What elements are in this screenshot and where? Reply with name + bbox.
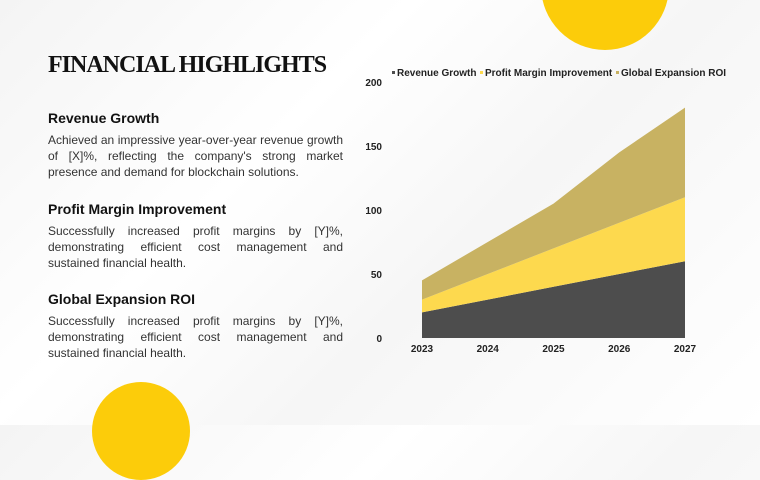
section-revenue-growth: Revenue Growth Achieved an impressive ye… xyxy=(48,110,343,180)
section-profit-margin: Profit Margin Improvement Successfully i… xyxy=(48,201,343,271)
area-series-3 xyxy=(422,107,685,300)
x-tick-label: 2025 xyxy=(542,344,565,355)
legend-label: Profit Margin Improvement xyxy=(485,68,613,79)
y-tick-label: 150 xyxy=(365,142,382,153)
x-tick-label: 2026 xyxy=(608,344,631,355)
y-tick-label: 50 xyxy=(371,270,383,281)
section-global-expansion: Global Expansion ROI Successfully increa… xyxy=(48,291,343,361)
section-heading: Global Expansion ROI xyxy=(48,291,196,307)
section-heading: Revenue Growth xyxy=(48,110,160,126)
section-body: Achieved an impressive year-over-year re… xyxy=(48,133,343,179)
area-series-2 xyxy=(422,197,685,313)
stacked-area-chart: 0 50 100 150 200 2023 2024 2025 2026 2027 Revenue … xyxy=(365,68,726,355)
legend-marker xyxy=(616,71,619,74)
y-tick-label: 100 xyxy=(365,206,382,217)
y-tick-label: 200 xyxy=(365,78,382,89)
legend-marker xyxy=(480,71,483,74)
y-tick-label: 0 xyxy=(376,334,382,345)
x-tick-label: 2024 xyxy=(477,344,500,355)
area-series-1 xyxy=(422,261,685,338)
legend-label: Global Expansion ROI xyxy=(621,68,726,79)
section-body: Successfully increased profit margins by… xyxy=(48,314,343,360)
x-tick-label: 2023 xyxy=(411,344,434,355)
section-body: Successfully increased profit margins by… xyxy=(48,224,343,270)
legend-marker xyxy=(392,71,395,74)
legend-label: Revenue Growth xyxy=(397,68,476,79)
x-tick-label: 2027 xyxy=(674,344,697,355)
section-heading: Profit Margin Improvement xyxy=(48,201,227,217)
page-title: FINANCIAL HIGHLIGHTS xyxy=(48,52,327,78)
